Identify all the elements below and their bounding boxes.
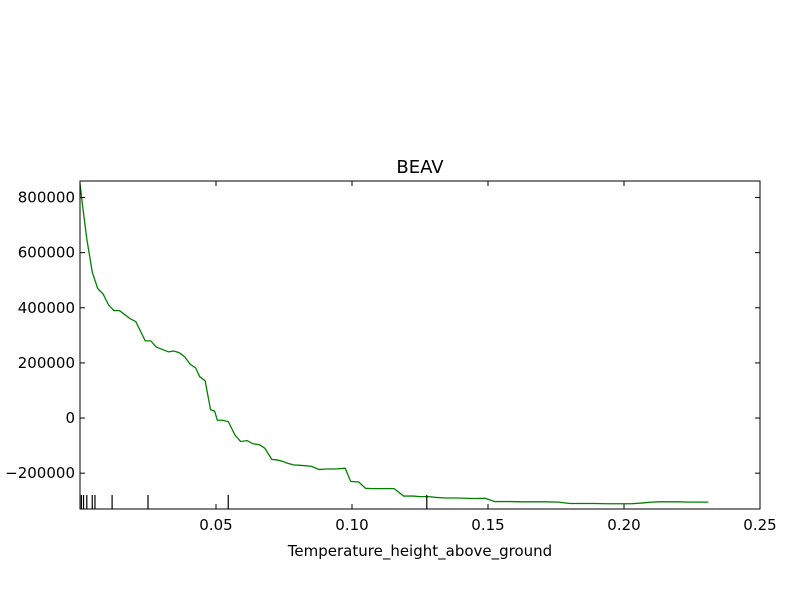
x-tick-label-3: 0.20 (607, 516, 640, 534)
y-tick-label-5: −200000 (5, 464, 75, 482)
y-tick-label-2: 400000 (18, 299, 75, 317)
y-tick-label-0: 800000 (18, 189, 75, 207)
x-axis-label: Temperature_height_above_ground (287, 542, 552, 561)
data-line (79, 183, 709, 505)
y-tick-label-3: 200000 (18, 354, 75, 372)
plot-area: 0.05 0.10 0.15 0.20 0.25 800000 600000 400000 20… (5, 180, 777, 534)
y-tick-label-4: 0 (65, 409, 75, 427)
y-tick-label-1: 600000 (18, 244, 75, 262)
x-tick-label-4: 0.25 (743, 516, 776, 534)
x-tick-label-0: 0.05 (199, 516, 232, 534)
x-tick-label-1: 0.10 (335, 516, 368, 534)
x-tick-label-2: 0.15 (471, 516, 504, 534)
chart-title: BEAV (396, 157, 444, 178)
plot-frame (79, 180, 761, 510)
